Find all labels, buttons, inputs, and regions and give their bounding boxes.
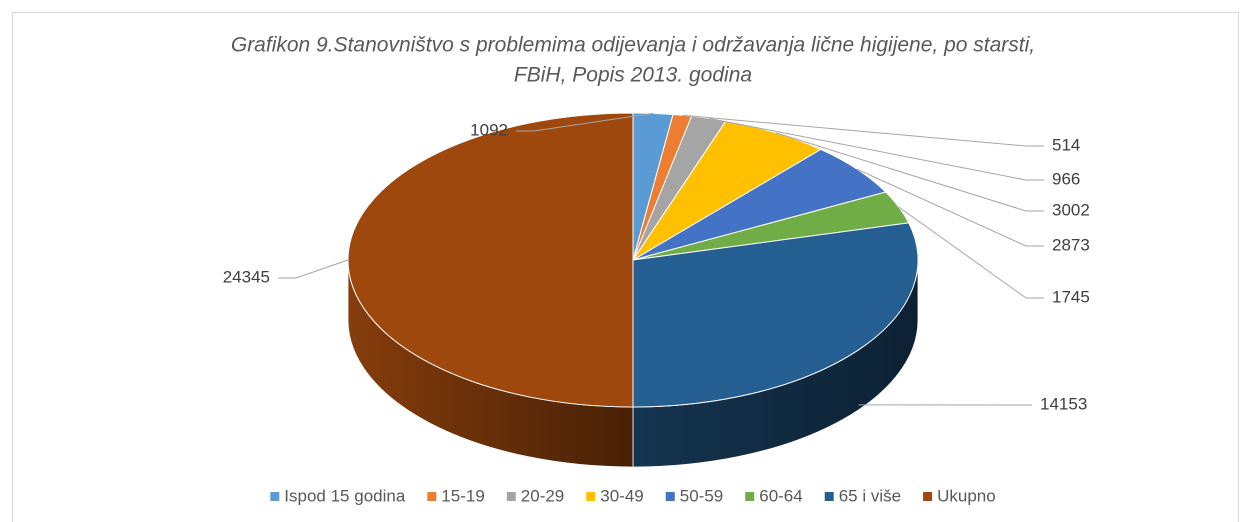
pie-slice	[632, 222, 919, 408]
legend-label: 15-19	[441, 486, 484, 505]
legend-label: Ispod 15 godina	[284, 486, 406, 505]
data-label: 3002	[1052, 200, 1090, 219]
leader-line	[898, 206, 1044, 299]
legend-swatch	[270, 492, 280, 501]
data-label: 24345	[223, 267, 270, 286]
legend-label: 60-64	[759, 486, 802, 505]
legend-swatch	[745, 492, 755, 501]
data-label: 966	[1052, 169, 1080, 188]
legend: Ispod 15 godina 15-19 20-29 30-49 50-59 60-64…	[270, 486, 996, 505]
legend-label: Ukupno	[937, 486, 996, 505]
leader-line	[775, 132, 1044, 212]
legend-swatch	[427, 492, 437, 501]
data-label: 1092	[470, 120, 508, 139]
legend-label: 20-29	[521, 486, 564, 505]
chart-title: FBiH, Popis 2013. godina	[514, 64, 752, 87]
legend-swatch	[506, 492, 516, 501]
legend-swatch	[824, 492, 834, 501]
data-label: 1745	[1052, 287, 1090, 306]
legend-swatch	[665, 492, 675, 501]
data-label: 14153	[1040, 394, 1087, 413]
leader-line	[278, 259, 349, 279]
legend-label: 30-49	[600, 486, 643, 505]
leader-line	[516, 112, 654, 132]
data-label: 514	[1052, 135, 1080, 154]
data-label: 2873	[1052, 235, 1090, 254]
legend-label: 50-59	[680, 486, 723, 505]
leader-line	[708, 117, 1044, 181]
chart-title: Grafikon 9.Stanovništvo s problemima odi…	[231, 34, 1035, 57]
leader-line	[856, 168, 1044, 247]
legend-swatch	[923, 492, 933, 501]
legend-swatch	[586, 492, 596, 501]
legend-label: 65 i više	[839, 486, 901, 505]
leader-line	[682, 114, 1044, 147]
